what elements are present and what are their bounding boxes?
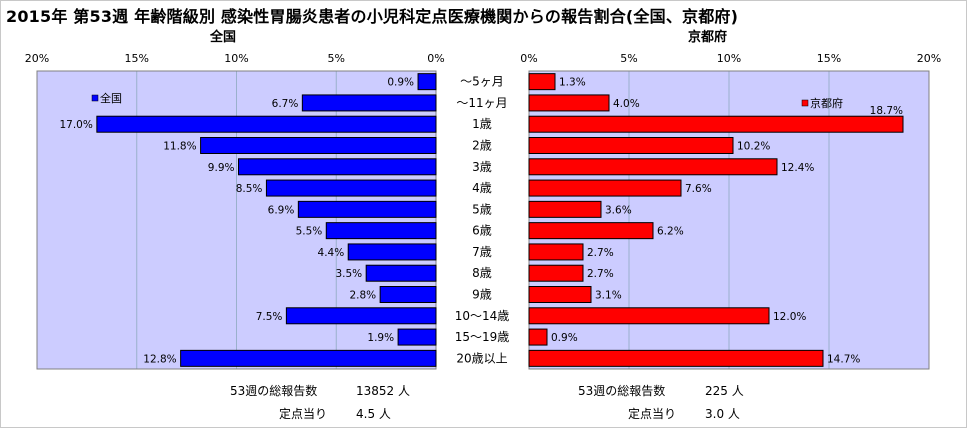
kyoto-legend-swatch <box>801 99 809 107</box>
kyoto-bar <box>528 179 682 197</box>
national-data-label: 6.7% <box>272 98 299 110</box>
national-tick-label: 15% <box>125 52 149 65</box>
kyoto-data-label: 3.6% <box>605 204 632 216</box>
right-per-site-label: 定点当り <box>628 407 677 421</box>
national-bar <box>200 137 437 154</box>
national-bar <box>347 243 437 261</box>
kyoto-bar <box>528 349 824 367</box>
kyoto-data-label: 3.1% <box>595 290 622 302</box>
kyoto-bar <box>528 94 610 112</box>
national-legend-label: 全国 <box>100 91 122 105</box>
national-bar <box>417 73 437 91</box>
category-label: 10～14歳 <box>455 309 510 323</box>
category-label: 20歳以上 <box>456 351 507 365</box>
national-data-label: 0.9% <box>387 77 414 89</box>
category-label: 8歳 <box>472 266 492 280</box>
figure-title: 2015年 第53週 年齢階級別 感染性胃腸炎患者の小児科定点医療機関からの報告… <box>6 7 739 26</box>
national-tick-label: 0% <box>427 52 444 65</box>
right-total-reports-value: 225 人 <box>705 384 744 398</box>
national-bar <box>265 179 437 197</box>
category-label: 6歳 <box>472 224 492 238</box>
category-label: 5歳 <box>472 202 492 216</box>
national-data-label: 4.4% <box>318 247 345 259</box>
national-bar <box>297 200 437 218</box>
left-per-site-value: 4.5 人 <box>356 407 391 421</box>
national-data-label: 6.9% <box>268 204 295 216</box>
national-bar <box>397 328 437 346</box>
kyoto-data-label: 2.7% <box>587 268 614 280</box>
national-data-label: 3.5% <box>335 268 362 280</box>
kyoto-bar <box>528 73 556 91</box>
national-data-label: 9.9% <box>208 162 235 174</box>
kyoto-tick-label: 10% <box>717 52 741 65</box>
national-data-label: 7.5% <box>256 311 283 323</box>
kyoto-bar <box>528 328 548 346</box>
national-data-label: 2.8% <box>349 290 376 302</box>
national-data-label: 12.8% <box>143 353 176 365</box>
national-tick-label: 5% <box>328 52 345 65</box>
kyoto-tick-label: 15% <box>817 52 841 65</box>
kyoto-data-label: 2.7% <box>587 247 614 259</box>
category-label: 9歳 <box>472 288 492 302</box>
national-data-label: 5.5% <box>296 226 323 238</box>
category-label: 1歳 <box>472 117 492 131</box>
kyoto-bar <box>528 286 592 303</box>
category-label: 3歳 <box>472 160 492 174</box>
kyoto-bar <box>528 222 654 240</box>
left-total-reports-value: 13852 人 <box>356 384 410 398</box>
left-total-reports-label: 53週の総報告数 <box>230 384 318 398</box>
kyoto-bar <box>528 307 770 325</box>
kyoto-bar <box>528 264 584 282</box>
category-label: 4歳 <box>472 181 492 195</box>
kyoto-data-label: 1.3% <box>559 77 586 89</box>
national-bar <box>180 349 437 367</box>
kyoto-data-label: 10.2% <box>737 141 770 153</box>
national-bar <box>96 115 437 133</box>
category-label: 2歳 <box>472 139 492 153</box>
national-data-label: 11.8% <box>163 141 196 153</box>
category-label: ～11ヶ月 <box>456 96 507 110</box>
kyoto-legend-label: 京都府 <box>810 96 843 110</box>
national-data-label: 8.5% <box>236 183 263 195</box>
national-data-label: 17.0% <box>59 119 92 131</box>
left-per-site-label: 定点当り <box>279 407 328 421</box>
national-data-label: 1.9% <box>367 332 394 344</box>
right-total-reports-label: 53週の総報告数 <box>578 384 666 398</box>
national-bar <box>379 286 437 303</box>
kyoto-tick-label: 20% <box>917 52 941 65</box>
kyoto-data-label: 7.6% <box>685 183 712 195</box>
national-bar <box>325 222 437 240</box>
national-bar <box>301 94 437 112</box>
national-legend-swatch <box>91 94 99 102</box>
kyoto-data-label: 4.0% <box>613 98 640 110</box>
category-label: 15～19歳 <box>455 330 510 344</box>
kyoto-data-label: 12.0% <box>773 311 806 323</box>
national-bar <box>365 264 437 282</box>
kyoto-bar <box>528 115 904 133</box>
kyoto-data-label: 6.2% <box>657 226 684 238</box>
category-label: ～5ヶ月 <box>460 75 504 89</box>
national-bar <box>237 158 437 176</box>
kyoto-data-label: 12.4% <box>781 162 814 174</box>
kyoto-bar <box>528 158 778 176</box>
kyoto-data-label: 14.7% <box>827 353 860 365</box>
national-plot-border <box>36 70 437 370</box>
national-tick-label: 10% <box>224 52 248 65</box>
kyoto-bar <box>528 137 734 154</box>
category-label: 7歳 <box>472 245 492 259</box>
national-bar <box>285 307 437 325</box>
kyoto-data-label: 18.7% <box>870 105 903 117</box>
kyoto-tick-label: 0% <box>520 52 537 65</box>
kyoto-data-label: 0.9% <box>551 332 578 344</box>
right-chart-title: 京都府 <box>688 30 728 45</box>
kyoto-plot-border <box>528 70 930 370</box>
kyoto-tick-label: 5% <box>620 52 637 65</box>
kyoto-bar <box>528 200 602 218</box>
left-chart-title: 全国 <box>210 30 237 45</box>
right-per-site-value: 3.0 人 <box>705 407 740 421</box>
kyoto-bar <box>528 243 584 261</box>
national-tick-label: 20% <box>25 52 49 65</box>
